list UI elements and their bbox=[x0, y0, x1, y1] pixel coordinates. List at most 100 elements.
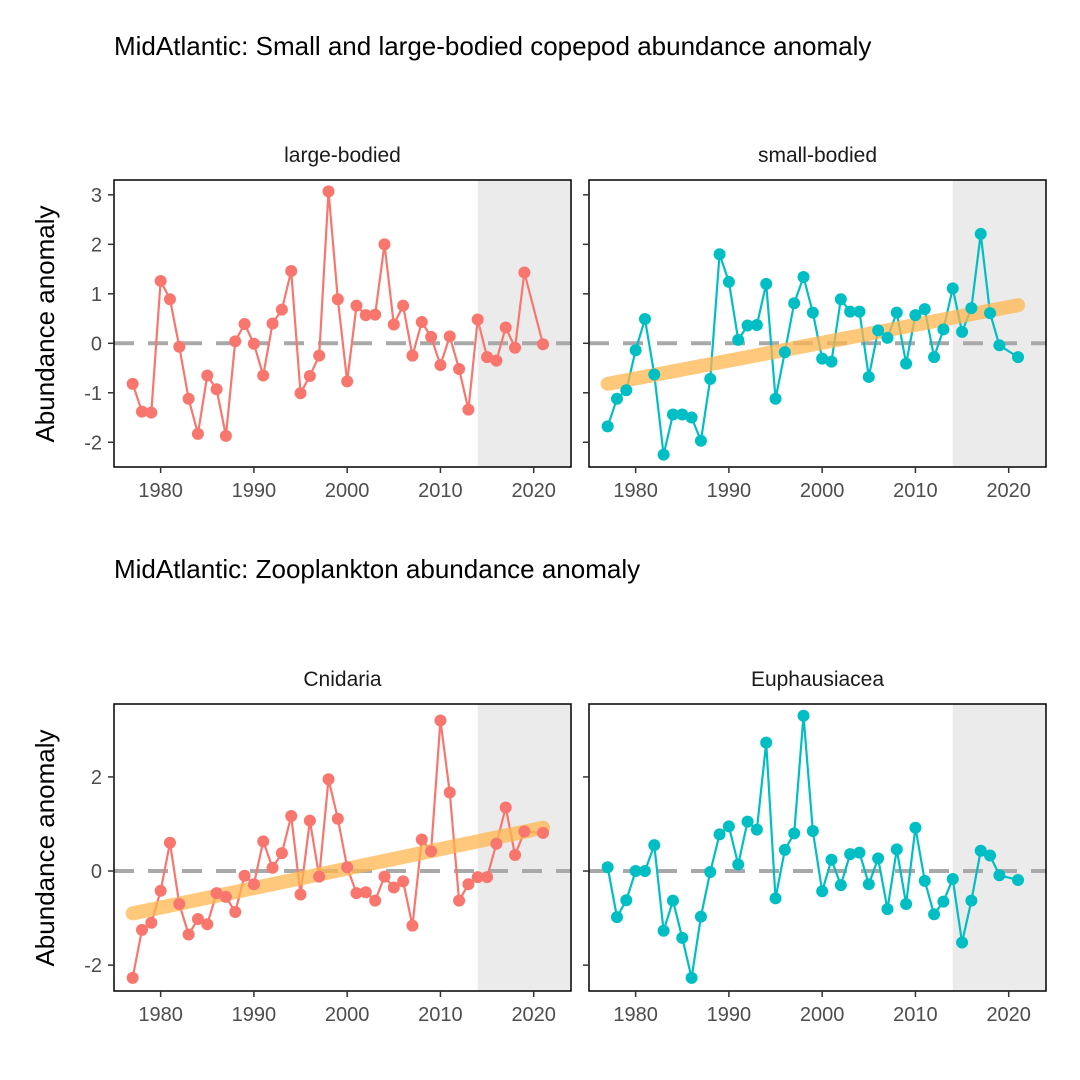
data-point bbox=[154, 884, 167, 897]
data-point bbox=[135, 405, 148, 418]
data-point bbox=[425, 845, 438, 858]
shaded-recent-period bbox=[477, 180, 571, 467]
data-point bbox=[881, 903, 894, 916]
data-point bbox=[275, 847, 288, 860]
data-point bbox=[387, 318, 400, 331]
data-point bbox=[937, 895, 950, 908]
data-point bbox=[238, 869, 251, 882]
x-tick-label: 2000 bbox=[325, 1004, 370, 1026]
panel-euphausiacea: Euphausiacea 1980 1990 2000 2010 2020 bbox=[583, 668, 1047, 1026]
data-point bbox=[462, 403, 475, 416]
data-point bbox=[490, 837, 503, 850]
data-point bbox=[928, 908, 941, 921]
data-point bbox=[387, 881, 400, 894]
data-point bbox=[750, 823, 763, 836]
data-point bbox=[666, 408, 679, 421]
shaded-recent-period bbox=[952, 180, 1046, 467]
data-point bbox=[918, 303, 931, 316]
data-point bbox=[629, 344, 642, 357]
data-point bbox=[965, 302, 978, 315]
data-point bbox=[509, 849, 522, 862]
data-point bbox=[191, 427, 204, 440]
data-point bbox=[518, 825, 531, 838]
data-point bbox=[219, 429, 232, 442]
strip-label-cnidaria: Cnidaria bbox=[303, 668, 382, 691]
data-point bbox=[862, 878, 875, 891]
data-point bbox=[993, 339, 1006, 352]
data-point bbox=[788, 297, 801, 310]
data-point bbox=[965, 894, 978, 907]
data-point bbox=[173, 340, 186, 353]
data-point bbox=[341, 375, 354, 388]
data-point bbox=[601, 420, 614, 433]
x-tick-label: 2000 bbox=[325, 480, 370, 502]
data-point bbox=[425, 330, 438, 343]
data-point bbox=[685, 411, 698, 424]
trend-line-small-bodied bbox=[600, 298, 1026, 391]
data-point bbox=[453, 363, 466, 376]
x-tick-label: 1980 bbox=[613, 1004, 658, 1026]
data-point bbox=[974, 844, 987, 857]
data-point bbox=[163, 293, 176, 306]
data-point bbox=[294, 888, 307, 901]
data-point bbox=[443, 786, 456, 799]
data-point bbox=[182, 928, 195, 941]
data-point bbox=[415, 316, 428, 329]
data-point bbox=[657, 448, 670, 461]
x-tick-label: 1990 bbox=[232, 1004, 277, 1026]
data-point bbox=[834, 879, 847, 892]
data-point bbox=[900, 357, 913, 370]
data-point bbox=[266, 317, 279, 330]
data-point bbox=[788, 827, 801, 840]
data-point bbox=[509, 341, 522, 354]
data-point bbox=[313, 870, 326, 883]
data-point bbox=[704, 865, 717, 878]
data-point bbox=[154, 274, 167, 287]
data-point bbox=[453, 894, 466, 907]
data-point bbox=[537, 338, 550, 351]
data-point bbox=[601, 861, 614, 874]
data-point bbox=[694, 910, 707, 923]
x-tick-label: 1980 bbox=[138, 480, 183, 502]
x-tick-label: 2010 bbox=[418, 1004, 463, 1026]
y-axis-title-zooplankton: Abundance anomaly bbox=[30, 729, 60, 966]
data-point bbox=[443, 330, 456, 343]
data-point bbox=[219, 890, 232, 903]
panel-border bbox=[588, 179, 1047, 468]
series-line-large-bodied bbox=[131, 190, 545, 437]
data-point bbox=[694, 434, 707, 447]
data-point bbox=[704, 372, 717, 385]
data-point bbox=[816, 885, 829, 898]
data-point bbox=[722, 275, 735, 288]
x-tick-label: 1980 bbox=[613, 480, 658, 502]
data-point bbox=[890, 843, 903, 856]
data-point bbox=[210, 887, 223, 900]
x-tick-label: 2010 bbox=[893, 480, 938, 502]
data-point bbox=[481, 871, 494, 884]
data-point bbox=[313, 349, 326, 362]
panel-small-bodied: small-bodied 1980 1990 2000 2010 2020 bbox=[583, 144, 1047, 502]
data-point bbox=[406, 349, 419, 362]
data-point bbox=[369, 308, 382, 321]
data-point bbox=[825, 853, 838, 866]
data-point bbox=[760, 736, 773, 749]
data-point bbox=[685, 971, 698, 984]
data-point bbox=[806, 825, 819, 838]
data-point bbox=[201, 369, 214, 382]
data-point bbox=[928, 351, 941, 364]
data-point bbox=[145, 406, 158, 419]
strip-label-euphausiacea: Euphausiacea bbox=[751, 668, 884, 691]
data-point bbox=[853, 305, 866, 318]
x-tick-label: 2020 bbox=[986, 480, 1031, 502]
data-point bbox=[900, 897, 913, 910]
data-point bbox=[713, 828, 726, 841]
data-point bbox=[322, 773, 335, 786]
data-point bbox=[359, 309, 372, 322]
data-point bbox=[946, 873, 959, 886]
y-tick-label: -2 bbox=[84, 432, 102, 454]
x-tick-label: 2010 bbox=[418, 480, 463, 502]
y-tick-label: 0 bbox=[91, 333, 102, 355]
data-point bbox=[173, 897, 186, 910]
data-point bbox=[163, 836, 176, 849]
